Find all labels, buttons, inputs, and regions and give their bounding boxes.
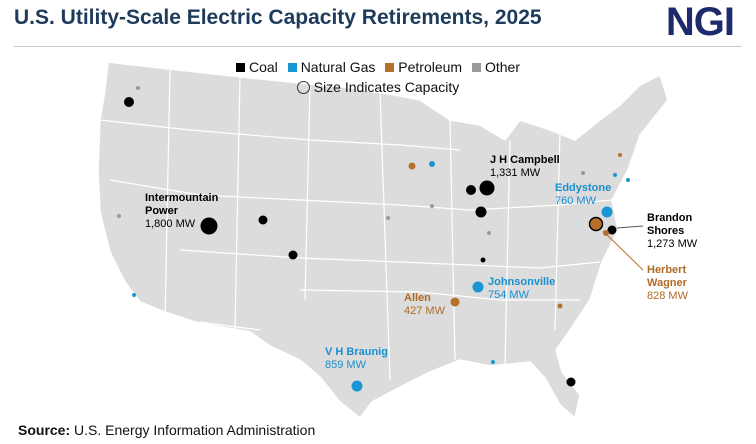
legend-size: Size Indicates Capacity: [0, 79, 756, 95]
legend-label: Natural Gas: [300, 59, 376, 75]
gas-dot: [613, 173, 617, 177]
leader-line: [602, 230, 644, 271]
legend-item: Natural Gas: [287, 59, 376, 75]
plant-capacity: 754 MW: [488, 289, 529, 301]
plant-label: V H Braunig 859 MW: [325, 346, 388, 372]
gas-dot: [351, 380, 363, 392]
plant-name: V H Braunig: [325, 346, 388, 358]
gas-dot: [429, 161, 435, 167]
plant-label: Herbert Wagner 828 MW: [647, 264, 703, 303]
other-dot: [430, 204, 434, 208]
other-dot: [386, 216, 390, 220]
legend-label: Other: [484, 59, 520, 75]
plant-capacity: 1,800 MW: [145, 218, 196, 230]
plant-dots: [117, 86, 630, 392]
plant-capacity: 760 MW: [555, 195, 596, 207]
plant-label: Eddystone 760 MW: [555, 182, 611, 208]
other-dot: [581, 171, 585, 175]
coal-dot: [566, 377, 576, 387]
state-borders: [99, 69, 613, 381]
plant-capacity: 1,273 MW: [647, 238, 698, 250]
petroleum-dot: [588, 216, 604, 232]
plant-name: Johnsonville: [488, 276, 556, 288]
coal-dot: [607, 225, 617, 235]
other-dot: [117, 214, 121, 218]
coal-dot: [288, 250, 298, 260]
source: Source: U.S. Energy Information Administ…: [18, 422, 315, 438]
plant-capacity: 427 MW: [404, 305, 445, 317]
plant-name: Intermountain Power: [145, 192, 219, 217]
legend-item: Petroleum: [385, 59, 462, 75]
coal-dot: [258, 215, 268, 225]
legend-item: Other: [471, 59, 520, 75]
gas-dot: [601, 206, 613, 218]
gas-dot: [472, 281, 484, 293]
source-text: U.S. Energy Information Administration: [74, 422, 316, 438]
petroleum-dot: [618, 153, 622, 157]
plant-capacity: 828 MW: [647, 290, 688, 302]
coal-dot: [480, 257, 486, 263]
plant-name: Brandon Shores: [647, 212, 693, 237]
legend-label: Petroleum: [398, 59, 463, 75]
plant-name: Allen: [404, 292, 431, 304]
coal-dot: [200, 217, 218, 235]
coal-dot: [475, 206, 487, 218]
plant-name: Herbert Wagner: [647, 264, 687, 289]
logo: NGI: [665, 0, 735, 44]
size-note: Size Indicates Capacity: [313, 79, 460, 95]
title: U.S. Utility-Scale Electric Capacity Ret…: [14, 6, 542, 29]
plant-label: Allen 427 MW: [404, 292, 445, 318]
plant-label: Intermountain Power 1,800 MW: [145, 192, 225, 231]
legend-label: Coal: [249, 59, 278, 75]
petroleum-dot: [603, 230, 609, 236]
coal-dot: [479, 180, 495, 196]
petroleum-dot: [557, 303, 563, 309]
plant-label: J H Campbell 1,331 MW: [490, 154, 560, 180]
coal-dot: [124, 97, 134, 107]
other-dot: [136, 86, 140, 90]
plant-capacity: 859 MW: [325, 359, 366, 371]
source-label: Source:: [18, 422, 71, 438]
divider: [14, 46, 742, 47]
other-dot: [487, 231, 491, 235]
plant-label: Brandon Shores 1,273 MW: [647, 212, 707, 251]
plant-name: J H Campbell: [490, 154, 560, 166]
gas-dot: [626, 178, 630, 182]
plant-name: Eddystone: [555, 182, 612, 194]
petroleum-dot: [408, 162, 416, 170]
petroleum-dot: [450, 297, 460, 307]
leader-line: [616, 225, 644, 229]
legend: Coal Natural Gas Petroleum Other: [0, 59, 756, 75]
legend-item: Coal: [236, 59, 278, 75]
gas-dot: [132, 293, 136, 297]
plant-label: Johnsonville 754 MW: [488, 276, 555, 302]
coal-dot: [466, 185, 476, 195]
plant-capacity: 1,331 MW: [490, 167, 541, 179]
gas-dot: [491, 360, 495, 364]
